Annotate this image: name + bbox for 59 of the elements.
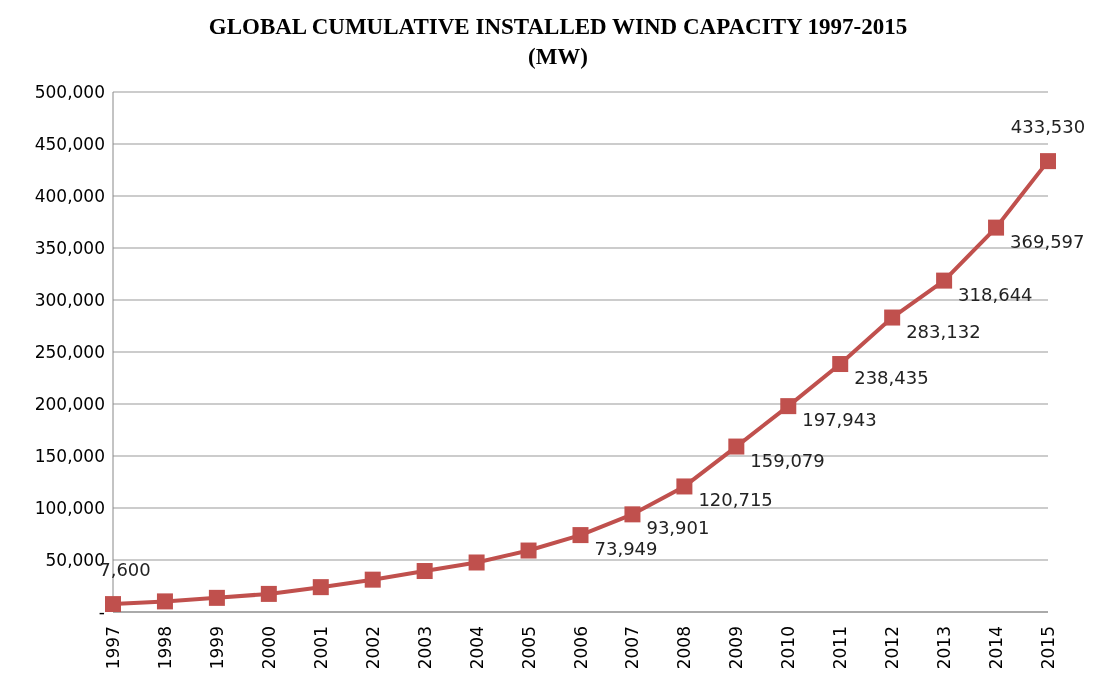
point [260, 585, 277, 602]
x-tick-label: 2005 [518, 626, 539, 670]
x-tick-label: 1998 [154, 626, 175, 670]
point [780, 398, 797, 415]
x-tick-label: 2002 [362, 626, 383, 670]
data-label: 433,530 [1010, 116, 1086, 138]
point [468, 554, 485, 571]
x-tick-label: 2015 [1038, 626, 1058, 670]
point [416, 563, 433, 580]
point [884, 309, 901, 326]
y-tick-label: 350,000 [34, 238, 105, 259]
data-label: 73,949 [594, 538, 658, 560]
point [936, 272, 953, 289]
x-tick-label: 2007 [622, 626, 643, 670]
y-tick-label: 250,000 [34, 342, 105, 363]
data-label: 238,435 [854, 367, 929, 389]
x-tick-label: 2006 [570, 626, 591, 670]
x-tick-label: 2014 [986, 626, 1007, 670]
x-tick-label: 1999 [206, 626, 227, 670]
point [208, 589, 225, 606]
point [988, 219, 1005, 236]
x-tick-label: 2013 [934, 626, 955, 670]
x-tick-label: 1997 [103, 626, 123, 670]
y-tick-label: 200,000 [34, 394, 105, 415]
point [1040, 153, 1056, 170]
data-label: 120,715 [698, 489, 773, 511]
x-tick-label: 2011 [830, 626, 851, 670]
point [728, 438, 745, 455]
data-label: 159,079 [750, 449, 825, 471]
y-tick-label: 150,000 [34, 446, 105, 467]
y-tick-label: - [98, 602, 105, 623]
point [624, 506, 641, 523]
point [520, 542, 537, 559]
y-tick-label: 450,000 [34, 134, 105, 155]
y-tick-label: 300,000 [34, 290, 105, 311]
chart-title: GLOBAL CUMULATIVE INSTALLED WIND CAPACITY 1997-2015 (MW) [207, 13, 909, 71]
data-label: 93,901 [646, 517, 710, 539]
data-label: 197,943 [802, 409, 877, 431]
point [156, 593, 173, 610]
x-tick-label: 2012 [882, 626, 903, 670]
x-tick-label: 2010 [778, 626, 799, 670]
y-tick-label: 400,000 [34, 186, 105, 207]
x-tick-label: 2001 [310, 626, 331, 670]
x-tick-label: 2000 [258, 626, 279, 670]
point [832, 356, 849, 373]
x-tick-label: 2009 [726, 626, 747, 670]
x-tick-label: 2004 [466, 626, 487, 670]
point [105, 596, 121, 612]
data-label: 283,132 [906, 320, 981, 342]
point [364, 571, 381, 588]
point [572, 527, 589, 544]
x-tick-label: 2003 [414, 626, 435, 670]
data-label: 318,644 [958, 283, 1033, 305]
x-tick-label: 2008 [674, 626, 695, 670]
y-tick-label: 100,000 [34, 498, 105, 519]
data-label: 369,597 [1010, 230, 1085, 252]
point [676, 478, 693, 495]
y-tick-label: 500,000 [34, 82, 105, 103]
point [312, 579, 329, 596]
